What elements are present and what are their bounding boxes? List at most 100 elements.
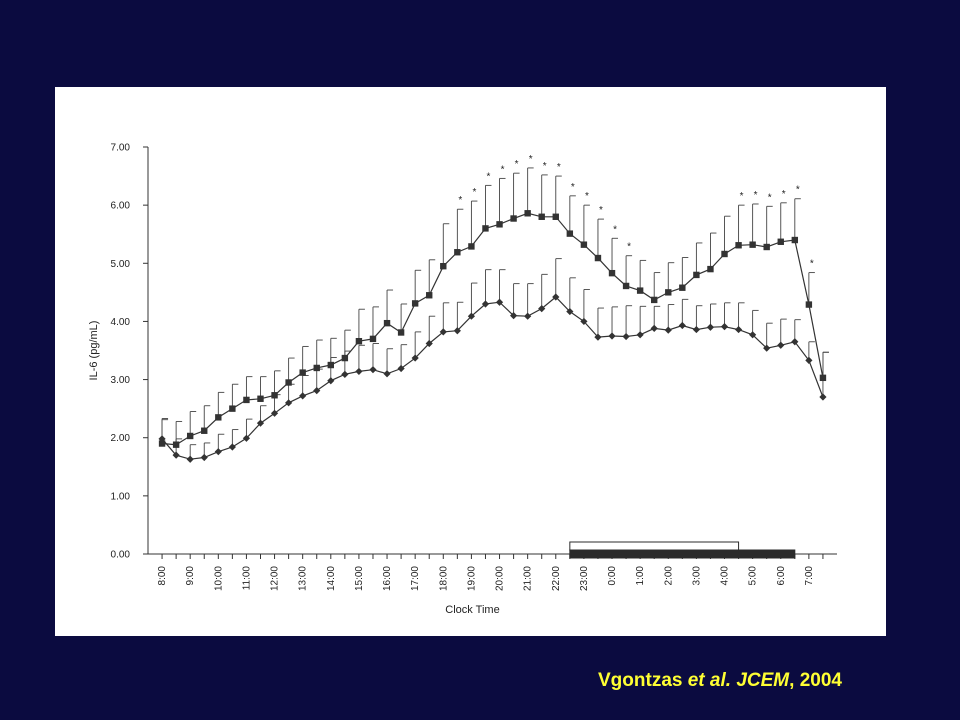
significance-asterisk: *	[501, 164, 505, 175]
square-marker	[707, 265, 714, 273]
diamond-marker	[214, 448, 222, 456]
square-marker	[636, 287, 644, 294]
significance-asterisk: *	[613, 224, 617, 235]
square-marker	[819, 374, 827, 382]
sleep-period-bars	[569, 541, 796, 559]
diamond-marker	[242, 434, 251, 442]
diamond-series-line	[161, 296, 824, 460]
y-tick-label: 4.00	[111, 317, 131, 328]
diamond-marker	[538, 305, 546, 313]
diamond-marker	[524, 312, 532, 320]
square-marker	[243, 396, 250, 404]
square-marker	[355, 337, 363, 345]
square-marker	[482, 225, 489, 232]
square-marker	[552, 213, 559, 220]
diamond-marker	[734, 325, 743, 334]
square-marker	[411, 300, 419, 307]
y-tick-label: 1.00	[111, 491, 131, 502]
square-marker	[327, 361, 334, 369]
square-marker	[496, 221, 503, 228]
significance-asterisk: *	[472, 187, 476, 198]
significance-asterisk: *	[585, 191, 589, 202]
square-marker	[566, 230, 574, 237]
square-marker	[158, 440, 166, 447]
diamond-marker	[355, 367, 363, 376]
significance-asterisk: *	[782, 189, 786, 200]
citation-comma: ,	[789, 670, 795, 691]
significance-asterisk: *	[487, 171, 491, 182]
square-marker	[271, 392, 278, 399]
citation: Vgontzas et al. JCEM, 2004	[598, 670, 842, 692]
significance-asterisk: *	[571, 182, 575, 193]
square-marker	[805, 301, 813, 308]
square-marker	[299, 369, 306, 376]
diamond-marker	[664, 326, 672, 334]
significance-asterisk: *	[796, 185, 800, 196]
x-tick-label: 1:00	[635, 566, 646, 586]
x-tick-label: 19:00	[466, 566, 477, 591]
square-marker	[538, 213, 545, 220]
square-marker	[594, 254, 602, 262]
diamond-marker	[270, 409, 279, 417]
square-marker	[229, 405, 236, 412]
light-period-bar	[569, 541, 740, 551]
diamond-marker	[369, 366, 377, 374]
square-marker	[383, 319, 391, 327]
diamond-marker	[299, 392, 307, 400]
diamond-marker	[411, 354, 419, 362]
x-tick-label: 0:00	[607, 566, 618, 586]
square-marker	[524, 210, 531, 217]
x-tick-label: 16:00	[382, 566, 393, 591]
il6-line-chart: 0.00 1.00 2.00 3.00 4.00 5.00 6.00 7.00 8:00 9:00…	[88, 143, 837, 616]
square-marker	[186, 432, 194, 440]
x-tick-label: 4:00	[720, 566, 731, 586]
diamond-marker	[720, 323, 729, 331]
square-marker	[172, 441, 180, 448]
diamond-marker	[678, 321, 686, 330]
x-tick-label: 3:00	[691, 566, 702, 586]
y-tick-label: 6.00	[111, 201, 131, 212]
y-axis-label: IL-6 (pg/mL)	[88, 321, 100, 381]
diamond-marker	[777, 341, 785, 349]
square-marker	[763, 243, 770, 251]
square-marker	[622, 282, 630, 290]
diamond-marker	[341, 370, 349, 378]
significance-asterisk: *	[754, 190, 758, 201]
y-tick-label: 5.00	[111, 259, 131, 270]
x-tick-label: 14:00	[326, 566, 337, 591]
diamond-marker	[256, 419, 265, 427]
significance-asterisk: *	[599, 205, 603, 216]
square-marker	[468, 243, 475, 250]
x-tick-label: 6:00	[776, 566, 787, 586]
square-marker	[215, 414, 222, 421]
significance-asterisk: *	[768, 192, 772, 203]
square-marker	[679, 284, 686, 291]
square-marker	[454, 249, 461, 256]
diamond-marker	[313, 387, 321, 395]
square-marker	[749, 241, 756, 248]
diamond-marker	[805, 356, 813, 364]
axes: 0.00 1.00 2.00 3.00 4.00 5.00 6.00 7.00 8:00 9:00…	[111, 143, 837, 591]
square-marker	[285, 379, 292, 386]
diamond-marker	[285, 399, 293, 407]
diamond-marker	[397, 364, 405, 373]
diamond-marker	[186, 455, 194, 463]
diamond-marker	[439, 328, 447, 336]
x-tick-label: 13:00	[298, 566, 309, 591]
x-tick-label: 21:00	[523, 566, 534, 591]
diamond-marker	[383, 370, 391, 378]
square-marker	[440, 262, 447, 270]
series-markers	[158, 210, 827, 463]
x-tick-label: 7:00	[804, 566, 815, 586]
square-marker	[510, 215, 517, 222]
x-tick-label: 2:00	[663, 566, 674, 586]
square-marker	[397, 329, 405, 336]
significance-asterisk: *	[810, 259, 814, 270]
diamond-marker	[819, 393, 827, 401]
diamond-marker	[636, 331, 644, 339]
significance-asterisk: *	[557, 162, 561, 173]
square-marker	[791, 236, 799, 244]
square-marker	[651, 296, 658, 304]
x-tick-label: 11:00	[241, 566, 252, 591]
